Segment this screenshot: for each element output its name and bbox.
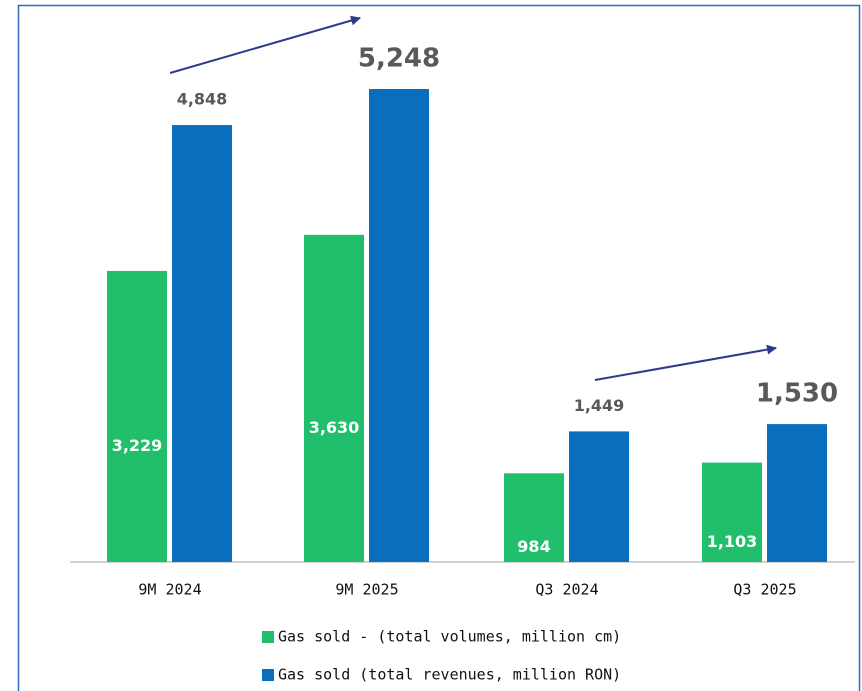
bar (569, 431, 629, 562)
data-label: 4,848 (177, 90, 228, 109)
x-tick-label: 9M 2024 (138, 581, 201, 599)
x-tick-label: 9M 2025 (335, 581, 398, 599)
bar (504, 473, 564, 562)
bar (107, 270, 167, 562)
data-label: 1,103 (707, 532, 758, 551)
bar (304, 234, 364, 562)
bar (369, 89, 429, 562)
frame (17, 4, 861, 691)
x-tick-label: Q3 2024 (535, 581, 598, 599)
bar (702, 462, 762, 562)
data-label: 1,530 (756, 379, 838, 409)
data-label: 3,630 (309, 418, 360, 437)
data-label: 984 (517, 537, 550, 556)
data-label: 3,229 (112, 436, 163, 455)
trend-arrow (594, 344, 777, 381)
legend-swatch (262, 631, 274, 643)
trend-arrow (169, 15, 361, 74)
bar (767, 424, 827, 562)
data-label: 5,248 (358, 44, 440, 74)
x-tick-label: Q3 2025 (733, 581, 796, 599)
data-label: 1,449 (574, 396, 625, 415)
legend-label: Gas sold (total revenues, million RON) (278, 666, 621, 684)
bar (172, 125, 232, 563)
legend-swatch (262, 669, 274, 681)
legend-label: Gas sold - (total volumes, million cm) (278, 628, 621, 646)
